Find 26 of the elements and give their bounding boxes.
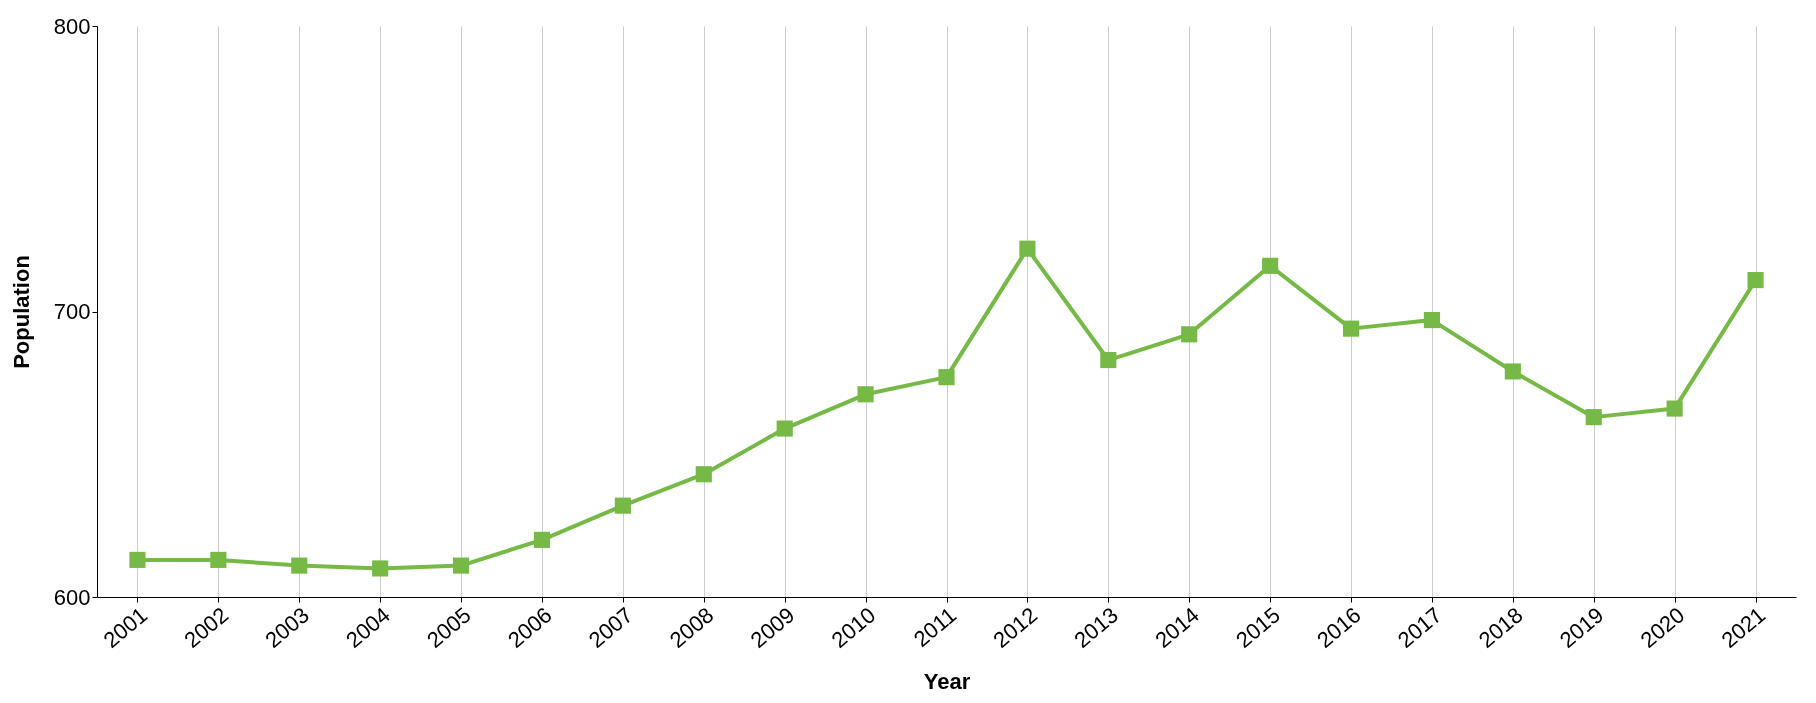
point — [614, 497, 631, 514]
point — [1342, 320, 1360, 337]
point — [1504, 363, 1521, 380]
point — [533, 531, 551, 548]
point — [1423, 312, 1440, 329]
point — [695, 466, 712, 483]
point — [1262, 257, 1279, 274]
point — [291, 557, 308, 574]
point — [1666, 400, 1683, 417]
point — [857, 386, 874, 403]
point — [1019, 240, 1036, 257]
point — [210, 551, 227, 568]
point — [1181, 326, 1198, 343]
point — [1585, 409, 1602, 426]
point — [1100, 351, 1117, 369]
point — [1747, 272, 1764, 289]
point — [776, 420, 793, 437]
point — [372, 560, 389, 577]
point — [938, 369, 955, 386]
y-axis-title: Population — [8, 255, 34, 369]
y-tick-label: 800 — [53, 13, 91, 39]
y-tick-label: 600 — [53, 584, 91, 610]
y-tick-label: 700 — [53, 299, 91, 324]
point — [453, 557, 470, 574]
x-axis-title: Year — [923, 669, 971, 695]
point — [129, 551, 146, 568]
